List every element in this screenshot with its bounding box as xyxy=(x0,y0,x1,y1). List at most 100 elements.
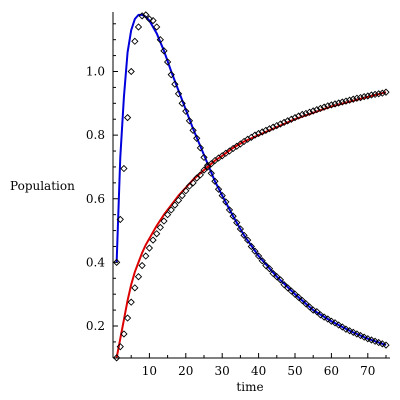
data-point-marker xyxy=(338,98,346,106)
x-tick-label: 20 xyxy=(178,364,193,378)
data-point-marker xyxy=(327,317,336,325)
data-point-marker xyxy=(182,187,190,195)
data-point-marker xyxy=(298,296,306,305)
data-point-marker xyxy=(284,117,292,125)
data-point-marker xyxy=(222,198,230,206)
data-point-marker xyxy=(364,92,372,100)
data-point-marker xyxy=(120,164,128,173)
data-point-marker xyxy=(127,298,135,306)
data-point-marker xyxy=(254,252,263,260)
data-point-marker xyxy=(123,113,132,122)
data-point-marker xyxy=(156,36,164,44)
data-point-marker xyxy=(113,258,121,267)
data-point-marker xyxy=(153,23,161,31)
data-point-marker xyxy=(265,125,274,133)
data-point-marker xyxy=(200,166,208,174)
data-point-marker xyxy=(371,90,379,99)
data-point-marker xyxy=(185,182,194,190)
data-point-marker xyxy=(273,121,281,130)
data-point-marker xyxy=(342,97,350,105)
x-ticks: 10 20 30 40 50 60 70 xyxy=(130,353,387,378)
data-point-marker xyxy=(349,95,357,103)
data-point-marker xyxy=(171,201,179,209)
data-point-marker xyxy=(375,338,383,347)
data-point-marker xyxy=(342,325,350,333)
data-point-marker xyxy=(251,131,259,139)
data-point-marker xyxy=(113,354,121,362)
data-point-marker xyxy=(134,273,143,281)
data-point-marker xyxy=(262,261,270,270)
data-point-marker xyxy=(371,337,379,345)
x-axis-title: time xyxy=(236,380,263,394)
y-axis-title: Population xyxy=(10,179,75,193)
data-point-marker xyxy=(316,104,325,113)
data-point-marker xyxy=(295,293,303,302)
data-point-marker xyxy=(276,120,285,128)
data-point-marker xyxy=(331,100,339,108)
data-point-marker xyxy=(214,185,223,193)
data-point-marker xyxy=(324,102,332,110)
series-line xyxy=(115,91,387,358)
data-point-marker xyxy=(254,129,263,138)
data-point-marker xyxy=(305,303,314,311)
x-tick-label: 10 xyxy=(142,364,157,378)
data-point-marker xyxy=(375,90,383,98)
data-point-marker xyxy=(189,179,197,187)
data-point-marker xyxy=(258,257,266,265)
data-point-marker xyxy=(295,112,303,120)
data-point-marker xyxy=(338,323,346,331)
data-point-marker xyxy=(316,311,325,319)
data-point-marker xyxy=(382,88,390,96)
x-tick-label: 50 xyxy=(287,364,302,378)
data-point-marker xyxy=(123,314,132,322)
data-point-marker xyxy=(138,261,146,270)
data-point-marker xyxy=(160,47,168,55)
data-point-marker xyxy=(269,123,277,131)
data-point-marker xyxy=(204,163,212,171)
data-point-marker xyxy=(273,273,281,281)
data-point-marker xyxy=(211,177,219,185)
data-point-marker xyxy=(153,230,161,238)
data-point-marker xyxy=(174,196,183,204)
data-point-marker xyxy=(258,128,266,136)
data-point-marker xyxy=(251,247,259,255)
plot-area xyxy=(113,11,390,362)
data-point-marker xyxy=(138,12,146,20)
data-point-marker xyxy=(182,107,190,115)
data-point-marker xyxy=(265,265,274,273)
data-point-marker xyxy=(178,191,186,200)
data-point-marker xyxy=(367,91,376,99)
data-point-marker xyxy=(193,174,201,182)
data-point-marker xyxy=(134,23,143,31)
data-point-marker xyxy=(269,269,277,278)
y-tick-label: 0.2 xyxy=(86,319,105,333)
data-point-marker xyxy=(320,103,328,111)
data-point-marker xyxy=(149,236,157,244)
series-1 xyxy=(113,11,390,349)
data-point-marker xyxy=(313,308,321,316)
data-point-marker xyxy=(142,252,150,260)
data-point-marker xyxy=(189,126,197,134)
data-point-marker xyxy=(229,212,237,220)
x-tick-label: 30 xyxy=(215,364,230,378)
data-point-marker xyxy=(178,99,186,107)
data-point-marker xyxy=(313,106,321,114)
data-point-marker xyxy=(142,11,150,19)
data-point-marker xyxy=(116,215,124,224)
data-point-marker xyxy=(335,321,343,329)
data-point-marker xyxy=(225,206,234,214)
data-point-marker xyxy=(171,80,179,88)
data-point-marker xyxy=(287,115,295,123)
data-point-marker xyxy=(193,134,201,142)
data-point-marker xyxy=(284,284,292,292)
data-point-marker xyxy=(367,336,376,344)
series-2 xyxy=(113,88,390,362)
x-tick-label: 60 xyxy=(324,364,339,378)
data-point-marker xyxy=(145,244,154,252)
data-point-marker xyxy=(353,94,361,102)
data-point-marker xyxy=(291,290,299,298)
data-point-marker xyxy=(335,99,343,107)
data-point-marker xyxy=(207,160,215,168)
data-point-marker xyxy=(116,343,124,351)
data-point-marker xyxy=(276,276,285,284)
